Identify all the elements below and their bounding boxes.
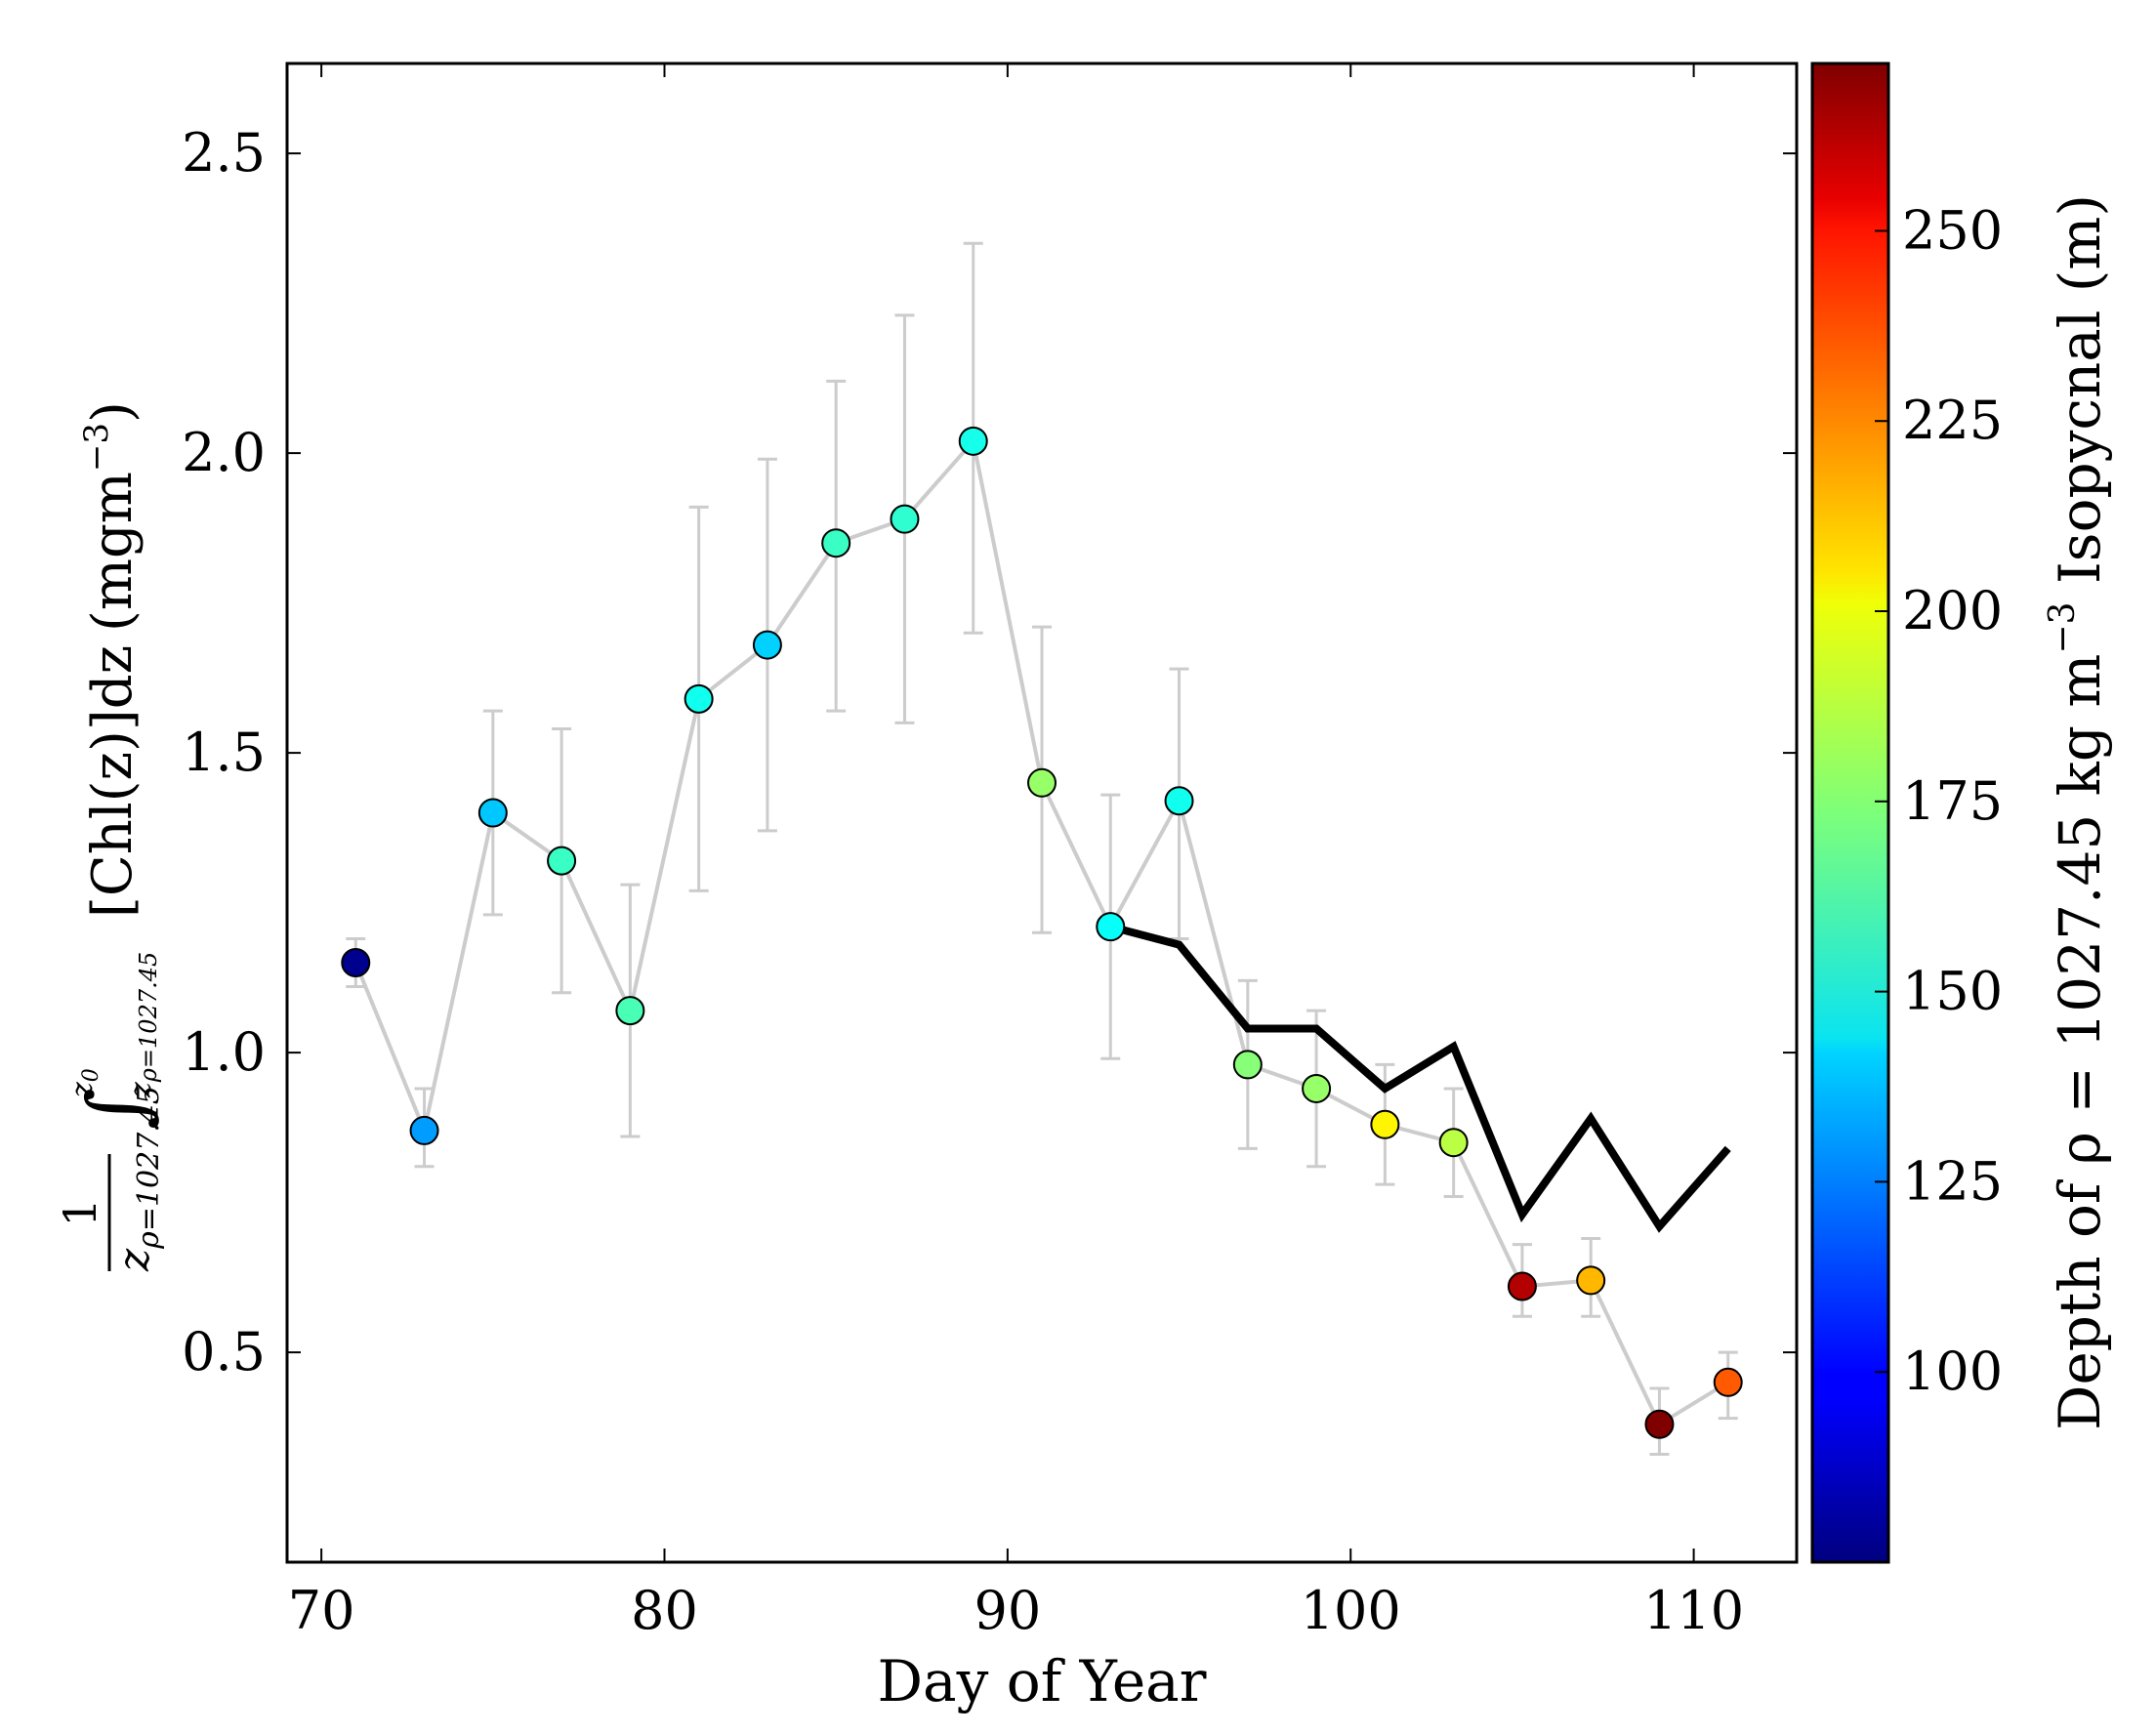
y-axis-ticks: 0.5 1.0 1.5 2.0 2.5 [182, 122, 1797, 1383]
x-tick-label: 80 [631, 1580, 698, 1641]
y-label-frac-denominator-sub: ρ=1027.45 [132, 1086, 166, 1250]
svg-text:z0: z0 [65, 1068, 104, 1098]
data-point [1644, 1409, 1675, 1439]
y-label-units-close: ) [81, 401, 145, 423]
x-tick-label: 110 [1643, 1580, 1744, 1641]
y-tick-label: 2.5 [182, 122, 266, 184]
colorbar-tick-label: 175 [1902, 770, 2003, 832]
data-point [1164, 786, 1194, 816]
y-label-frac-numerator: 1 [54, 1198, 106, 1226]
y-label-integral-upper: z [65, 1082, 100, 1098]
colorbar-tick-label: 100 [1902, 1341, 2003, 1402]
y-label-integrand: [Chl(z)]dz [81, 645, 145, 918]
y-label-units-exp: −3 [77, 423, 116, 472]
data-point [547, 846, 577, 876]
x-tick-label: 90 [974, 1580, 1042, 1641]
data-point [1232, 1050, 1263, 1080]
data-point [684, 683, 714, 714]
x-axis-label: Day of Year [878, 1648, 1207, 1714]
data-point [958, 426, 988, 456]
y-tick-label: 1.0 [182, 1021, 266, 1083]
colorbar-tick-label: 250 [1902, 199, 2003, 261]
svg-text:Depth of ρ = 1027.45 kg m−3 Is: Depth of ρ = 1027.45 kg m−3 Isopycnal (m… [2043, 194, 2113, 1430]
colorbar-label-end: Isopycnal (m) [2047, 194, 2113, 602]
colorbar-tick-label: 225 [1902, 390, 2003, 451]
x-tick-label: 70 [288, 1580, 355, 1641]
data-point [1370, 1109, 1400, 1139]
data-point [1576, 1265, 1606, 1296]
colorbar-label: Depth of ρ = 1027.45 kg m−3 Isopycnal (m… [2043, 194, 2113, 1430]
y-label-integral-sign: ∫ [71, 1088, 164, 1130]
data-point [615, 996, 645, 1026]
x-tick-label: 100 [1301, 1580, 1401, 1641]
data-point [341, 948, 371, 977]
data-point [890, 504, 920, 534]
colorbar-tick-label: 125 [1902, 1150, 2003, 1212]
colorbar-tick-label: 150 [1902, 961, 2003, 1022]
colorbar-tick-label: 200 [1902, 580, 2003, 641]
y-tick-label: 0.5 [182, 1321, 266, 1383]
data-point [1507, 1271, 1537, 1301]
data-point [409, 1115, 439, 1145]
model-line [1109, 923, 1731, 1233]
data-point [821, 528, 851, 558]
y-tick-label: 1.5 [182, 722, 266, 783]
y-label-integral-lower-sub: ρ=1027.45 [135, 952, 162, 1083]
y-axis-label: 1 zρ=1027.45 ∫ z0 zρ=1027.45 [Chl(z)]dz … [54, 401, 166, 1272]
data-point [1302, 1073, 1332, 1103]
y-label-integral-lower: z [124, 1082, 158, 1098]
colorbar-ticks: 100 125 150 175 200 225 250 [1875, 199, 2003, 1402]
x-axis-ticks: 70 80 90 100 110 [288, 63, 1744, 1641]
model-series-line [1109, 923, 1731, 1233]
y-label-units: (mgm [81, 472, 145, 632]
y-label-frac-denominator: z [109, 1248, 159, 1272]
colorbar [1810, 62, 1890, 1564]
data-point [752, 630, 782, 660]
svg-text:(mgm−3): (mgm−3) [77, 401, 145, 632]
data-point [477, 798, 508, 828]
plot-area-frame [285, 62, 1799, 1564]
svg-text:zρ=1027.45: zρ=1027.45 [109, 1086, 166, 1272]
data-point [1027, 767, 1057, 798]
svg-text:zρ=1027.45: zρ=1027.45 [124, 952, 162, 1098]
observed-points [341, 426, 1743, 1439]
colorbar-label-main: Depth of ρ = 1027.45 kg m [2047, 654, 2113, 1430]
data-point [1713, 1367, 1743, 1397]
data-point [1096, 912, 1126, 942]
y-tick-label: 2.0 [182, 422, 266, 483]
data-point [1438, 1128, 1469, 1158]
colorbar-label-exp: −3 [2043, 602, 2083, 654]
y-label-integral-upper-sub: 0 [79, 1068, 104, 1082]
